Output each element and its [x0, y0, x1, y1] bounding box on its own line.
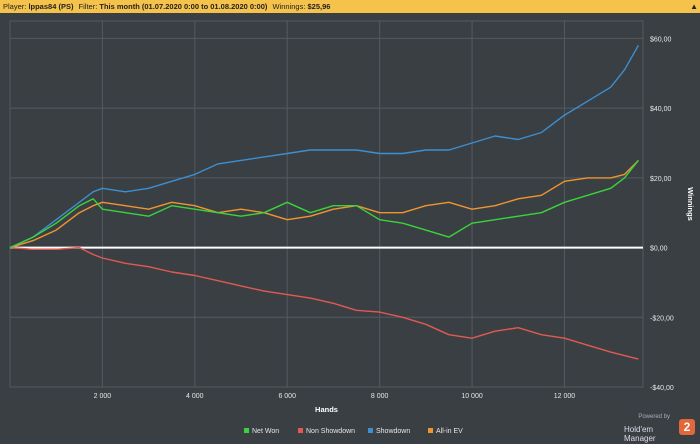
branding: Powered by Hold'em Manager 2 [624, 411, 698, 443]
x-tick-label: 10 000 [461, 393, 483, 400]
player-value: lppas84 (PS) [28, 2, 74, 11]
x-axis-label: Hands [315, 405, 338, 414]
legend-label: All-in EV [436, 428, 463, 435]
brand-name: Hold'em Manager [624, 425, 656, 443]
y-tick-label: $60,00 [650, 36, 672, 43]
legend-label: Net Won [252, 428, 279, 435]
y-tick-label: -$20,00 [650, 315, 674, 322]
y-axis-label: Winnings [686, 187, 695, 221]
y-tick-label: $20,00 [650, 176, 672, 183]
plot-frame [9, 20, 644, 388]
filter-value: This month (01.07.2020 0:00 to 01.08.202… [99, 2, 268, 11]
x-tick-label: 2 000 [94, 393, 112, 400]
x-tick-label: 12 000 [554, 393, 576, 400]
x-tick-label: 6 000 [278, 393, 296, 400]
series-line-net-won [9, 159, 639, 249]
x-tick-label: 8 000 [371, 393, 389, 400]
filter-bar: Player: lppas84 (PS) Filter: This month … [0, 0, 700, 13]
winnings-value: $25,96 [307, 2, 331, 11]
y-tick-label: $0,00 [650, 246, 668, 253]
x-tick-label: 4 000 [186, 393, 204, 400]
y-tick-label: -$40,00 [650, 385, 674, 392]
filter-label: Filter: [78, 2, 98, 11]
legend-label: Non Showdown [306, 428, 355, 435]
hm2-logo-icon: 2 [679, 419, 695, 435]
chevron-up-icon[interactable]: ▲ [690, 2, 698, 11]
legend-swatch [298, 428, 303, 433]
series-line-showdown [9, 45, 640, 249]
powered-by-text: Powered by [638, 414, 670, 420]
legend-swatch [428, 428, 433, 433]
y-tick-label: $40,00 [650, 106, 672, 113]
legend-swatch [368, 428, 373, 433]
legend-label: Showdown [376, 428, 410, 435]
winnings-chart: 2 000 4 000 6 000 8 000 10 000 12 000 $60,00 $4… [9, 20, 695, 435]
winnings-label: Winnings: [272, 2, 306, 11]
series-line-non-showdown [9, 246, 639, 360]
legend-swatch [244, 428, 249, 433]
series-line-all-in-ev [9, 159, 639, 249]
player-label: Player: [3, 2, 27, 11]
